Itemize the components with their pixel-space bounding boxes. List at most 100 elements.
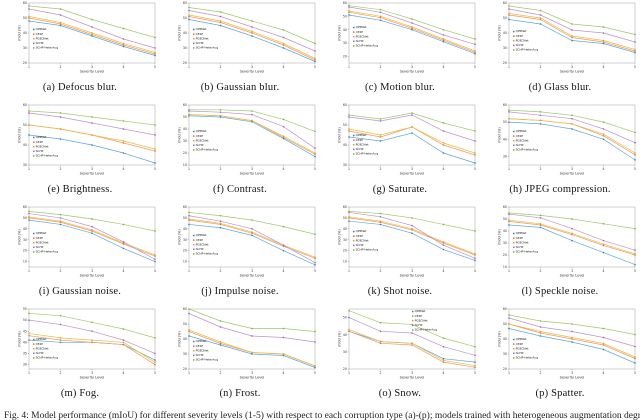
subplot-j: 10 20 30 40 50 60 1 2 3 4 5 mIoU (%) Severity Level Q… xyxy=(160,204,320,306)
legend-marker-PGECNet xyxy=(353,36,355,38)
legend-label-SCHP-HeterAug: SCHP-HeterAug xyxy=(196,148,219,152)
subplot-caption: (p) Spatter. xyxy=(535,388,585,399)
series-marker-SCHP-HeterAug xyxy=(474,346,476,348)
series-marker-PGECNet xyxy=(91,134,93,136)
y-tick-label: 60 xyxy=(343,103,347,107)
y-tick-label: 30 xyxy=(183,352,187,356)
series-marker-CE2P xyxy=(59,221,62,223)
x-tick-label: 2 xyxy=(60,167,62,171)
legend-label-PGECNet: PGECNet xyxy=(36,144,50,148)
x-tick-label: 2 xyxy=(60,371,62,375)
series-marker-QPPNet xyxy=(282,249,285,252)
series-marker-SCHP xyxy=(28,8,30,10)
series-line-SCHP-HeterAug xyxy=(28,211,156,232)
series-marker-SCHP xyxy=(219,15,222,18)
subplot-h: 30 40 50 60 1 2 3 4 5 mIoU (%) Severity Level QPPNe… xyxy=(480,102,640,204)
legend-marker-SCHP-HeterAug xyxy=(193,149,195,151)
x-axis-label: Severity Level xyxy=(400,376,425,380)
series-marker-QPPNet xyxy=(219,24,222,27)
figure-caption-strip: Fig. 4: Model performance (mIoU) for dif… xyxy=(0,408,640,420)
series-marker-CE2P xyxy=(379,342,382,344)
legend-label-QPPNet: QPPNet xyxy=(356,229,368,233)
series-marker-CE2P xyxy=(154,53,156,55)
series-marker-SCHP-HeterAug xyxy=(91,18,93,21)
series-marker-CE2P xyxy=(634,357,636,360)
series-marker-PGECNet xyxy=(602,39,605,42)
series-marker-SCHP xyxy=(282,36,285,39)
x-axis-label: Severity Level xyxy=(400,70,425,74)
series-marker-SCHP xyxy=(634,345,636,348)
x-axis-label: Severity Level xyxy=(240,70,265,74)
series-marker-SCHP-HeterAug xyxy=(59,8,62,10)
series-marker-SCHP-HeterAug xyxy=(508,212,510,214)
x-tick-label: 4 xyxy=(123,65,125,69)
series-marker-SCHP xyxy=(508,317,510,319)
series-marker-QPPNet xyxy=(508,18,510,21)
subplot-a: 20 30 40 50 60 1 2 3 4 5 mIoU (%) Severity Level QPP… xyxy=(0,0,160,102)
series-marker-SCHP-HeterAug xyxy=(154,124,156,126)
x-tick-label: 3 xyxy=(571,371,573,375)
series-marker-SCHP xyxy=(219,220,222,222)
series-marker-QPPNet xyxy=(508,327,510,330)
series-line-PGECNet xyxy=(508,323,636,358)
axes-frame xyxy=(508,206,636,268)
legend-marker-PGECNet xyxy=(193,244,195,246)
legend-marker-CE2P xyxy=(193,345,195,347)
series-marker-SCHP xyxy=(411,114,413,116)
series-marker-PGECNet xyxy=(411,228,413,230)
series-marker-SCHP xyxy=(282,244,285,246)
legend-marker-QPPNet xyxy=(412,310,414,313)
x-tick-label: 4 xyxy=(443,371,445,375)
x-axis-label: Severity Level xyxy=(80,70,105,74)
series-marker-QPPNet xyxy=(91,144,93,146)
series-marker-SCHP xyxy=(91,330,93,332)
legend-label-CE2P: CE2P xyxy=(516,34,524,38)
legend-label-SCHP: SCHP xyxy=(516,245,524,249)
y-tick-label: 20 xyxy=(183,249,187,253)
series-line-QPPNet xyxy=(348,132,476,164)
legend-marker-SCHP-HeterAug xyxy=(412,329,414,331)
series-marker-PGECNet xyxy=(602,342,605,345)
series-marker-SCHP-HeterAug xyxy=(282,327,285,330)
x-tick-label: 5 xyxy=(154,167,156,171)
subplot-caption: (b) Gaussian blur. xyxy=(200,82,280,93)
y-tick-label: 60 xyxy=(183,103,187,107)
series-marker-QPPNet xyxy=(348,14,350,16)
subplot-l: 10 20 30 40 50 60 1 2 3 4 5 mIoU (%) Severity Level Q… xyxy=(480,204,640,306)
legend-marker-QPPNet xyxy=(513,232,515,235)
legend-label-PGECNet: PGECNet xyxy=(196,242,210,246)
y-tick-label: 30 xyxy=(343,238,347,242)
legend-label-SCHP-HeterAug: SCHP-HeterAug xyxy=(516,250,539,254)
series-marker-SCHP-HeterAug xyxy=(474,130,476,132)
y-axis-label: mIoU (%) xyxy=(498,25,502,40)
y-tick-label: 60 xyxy=(503,205,507,209)
series-line-CE2P xyxy=(508,14,636,52)
series-marker-QPPNet xyxy=(442,152,445,154)
series-marker-CE2P xyxy=(474,366,476,368)
series-marker-CE2P xyxy=(188,219,190,221)
subplot-chart: 10 20 30 40 50 60 1 2 3 4 5 mIoU (%) Severity Level Q… xyxy=(338,205,477,277)
subplot-caption: (e) Brightness. xyxy=(47,184,113,195)
series-marker-CE2P xyxy=(442,361,445,363)
x-axis-label: Severity Level xyxy=(560,376,585,380)
series-marker-PGECNet xyxy=(188,113,190,116)
x-tick-label: 2 xyxy=(60,65,62,69)
y-tick-label: 30 xyxy=(23,363,27,367)
x-tick-label: 3 xyxy=(251,371,253,375)
series-marker-PGECNet xyxy=(251,30,253,33)
legend-label-PGECNet: PGECNet xyxy=(196,348,210,352)
y-tick-label: 10 xyxy=(343,260,347,264)
x-tick-label: 3 xyxy=(411,65,413,69)
series-marker-SCHP-HeterAug xyxy=(571,23,573,25)
series-marker-SCHP-HeterAug xyxy=(634,333,636,336)
series-marker-CE2P xyxy=(539,18,542,21)
series-marker-SCHP-HeterAug xyxy=(122,27,125,30)
series-marker-CE2P xyxy=(442,242,445,244)
series-marker-PGECNet xyxy=(508,219,510,221)
series-marker-SCHP-HeterAug xyxy=(91,116,93,118)
series-marker-PGECNet xyxy=(379,15,382,18)
x-tick-label: 3 xyxy=(91,269,93,273)
series-marker-CE2P xyxy=(251,32,253,34)
